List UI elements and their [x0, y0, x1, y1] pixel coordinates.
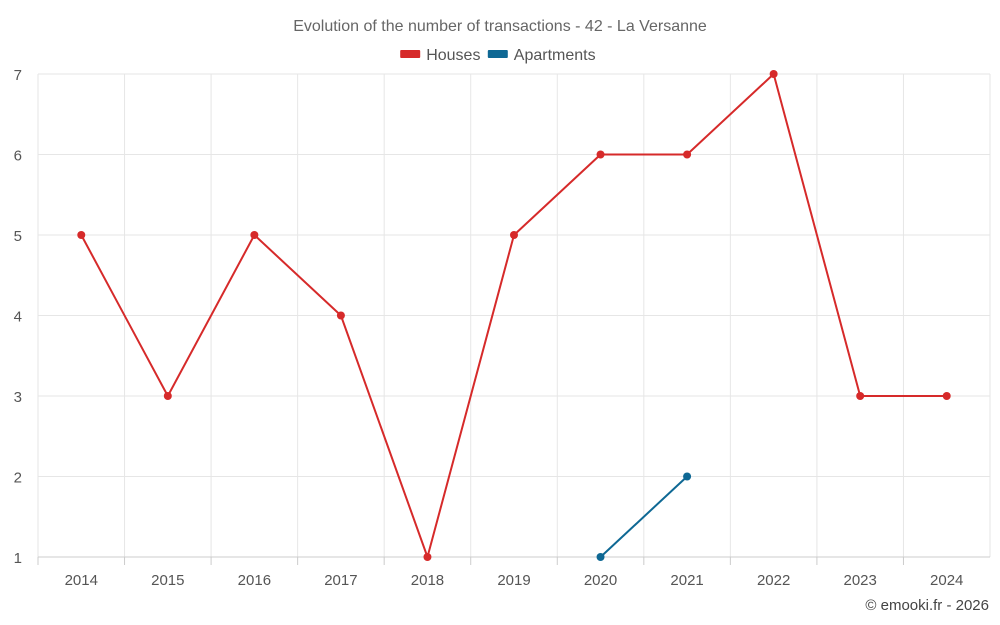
x-tick-label: 2021: [670, 572, 703, 589]
series-houses: [77, 70, 951, 561]
data-point-houses-2024[interactable]: [942, 392, 951, 400]
data-point-houses-2020[interactable]: [596, 150, 605, 159]
x-tick-label: 2023: [843, 572, 876, 589]
legend-item-apartments[interactable]: Apartments: [487, 47, 596, 64]
x-tick-label: 2018: [411, 572, 444, 589]
chart-title: Evolution of the number of transactions …: [293, 18, 707, 35]
credit-text: © emooki.fr - 2026: [865, 597, 989, 614]
y-tick-label: 1: [14, 550, 22, 567]
data-point-houses-2015[interactable]: [163, 392, 172, 400]
x-tick-label: 2017: [324, 572, 357, 589]
axes: 1 2 3 4 5 6 7 2014 2015 2016 2017 2018 2019 2020 2021 2…: [14, 67, 990, 589]
x-tick-label: 2016: [238, 572, 271, 589]
legend-label-houses: Houses: [426, 47, 480, 64]
data-point-houses-2022[interactable]: [769, 70, 778, 78]
y-tick-label: 5: [14, 228, 22, 245]
series-apartments: [596, 472, 692, 561]
legend[interactable]: Houses Apartments: [400, 47, 596, 64]
data-point-houses-2017[interactable]: [336, 311, 345, 320]
x-tick-label: 2024: [930, 572, 963, 589]
y-tick-label: 4: [14, 309, 22, 326]
x-tick-label: 2020: [584, 572, 617, 589]
data-point-houses-2018[interactable]: [423, 553, 432, 561]
y-tick-label: 2: [14, 470, 22, 487]
data-point-houses-2016[interactable]: [250, 231, 259, 239]
data-point-houses-2014[interactable]: [77, 231, 86, 239]
series-layer: [77, 70, 951, 561]
data-point-apartments-2021[interactable]: [683, 472, 692, 481]
series-line-apartments: [599, 475, 688, 558]
y-tick-label: 6: [14, 148, 22, 165]
x-tick-label: 2022: [757, 572, 790, 589]
y-tick-label: 3: [14, 389, 22, 406]
legend-swatch-apartments: [487, 50, 508, 58]
legend-swatch-houses: [400, 50, 421, 58]
y-tick-label: 7: [14, 67, 22, 84]
data-point-houses-2021[interactable]: [683, 150, 692, 159]
x-tick-label: 2014: [65, 572, 98, 589]
data-point-houses-2019[interactable]: [510, 231, 518, 239]
x-tick-label: 2019: [497, 572, 530, 589]
data-point-houses-2023[interactable]: [856, 392, 865, 400]
legend-item-houses[interactable]: Houses: [400, 47, 480, 64]
grid: [37, 73, 991, 557]
legend-label-apartments: Apartments: [514, 47, 596, 64]
x-tick-label: 2015: [151, 572, 184, 589]
data-point-apartments-2020[interactable]: [596, 553, 605, 561]
